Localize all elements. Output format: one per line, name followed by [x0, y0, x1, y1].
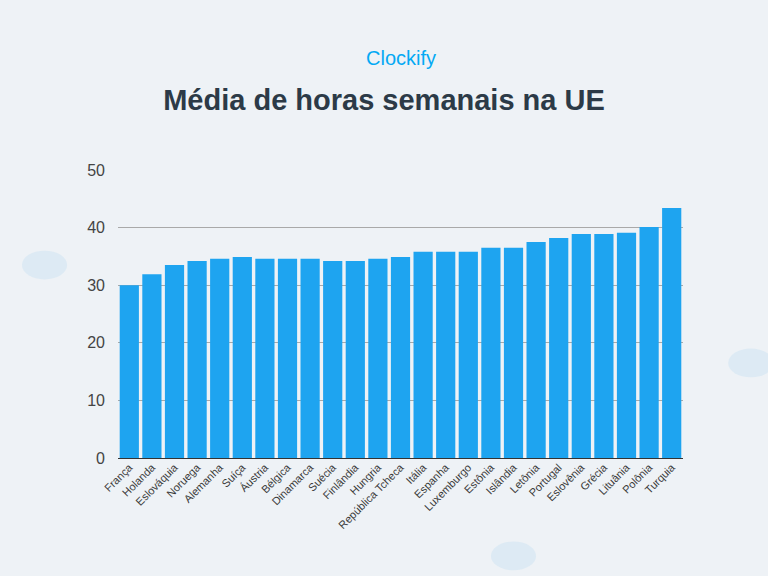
svg-text:Luxemburgo: Luxemburgo: [422, 461, 474, 513]
svg-text:Finlândia: Finlândia: [321, 461, 362, 502]
svg-text:Eslováquia: Eslováquia: [133, 461, 180, 508]
svg-text:Áustria: Áustria: [237, 461, 270, 494]
svg-text:Itália: Itália: [403, 461, 429, 487]
svg-text:Islândia: Islândia: [484, 461, 520, 497]
svg-text:Suécia: Suécia: [306, 461, 339, 494]
svg-text:30: 30: [87, 277, 105, 294]
svg-text:Dinamarca: Dinamarca: [269, 461, 316, 508]
svg-text:Portugal: Portugal: [527, 461, 564, 498]
svg-text:20: 20: [87, 334, 105, 351]
svg-text:Lituânia: Lituânia: [596, 461, 632, 497]
svg-text:Polônia: Polônia: [620, 461, 655, 496]
svg-text:Grécia: Grécia: [578, 461, 610, 493]
svg-text:Estônia: Estônia: [462, 461, 497, 496]
svg-text:Letônia: Letônia: [507, 461, 542, 496]
svg-text:Espanha: Espanha: [412, 461, 452, 501]
svg-text:Clockify: Clockify: [366, 47, 436, 69]
svg-text:Suíça: Suíça: [219, 461, 248, 490]
svg-text:0: 0: [96, 450, 105, 467]
svg-text:Hungria: Hungria: [347, 461, 383, 497]
svg-text:Bélgica: Bélgica: [259, 461, 294, 496]
svg-text:Média de horas semanais na UE: Média de horas semanais na UE: [163, 84, 605, 116]
svg-text:Noruega: Noruega: [164, 461, 203, 500]
svg-text:10: 10: [87, 392, 105, 409]
svg-text:Turquia: Turquia: [642, 461, 677, 496]
svg-text:Alemanha: Alemanha: [181, 461, 225, 505]
svg-text:Holanda: Holanda: [120, 461, 158, 499]
svg-text:Eslovênia: Eslovênia: [544, 461, 587, 504]
svg-text:40: 40: [87, 219, 105, 236]
svg-text:França: França: [102, 461, 135, 494]
svg-text:50: 50: [87, 162, 105, 179]
svg-text:República Tcheca: República Tcheca: [336, 461, 406, 531]
